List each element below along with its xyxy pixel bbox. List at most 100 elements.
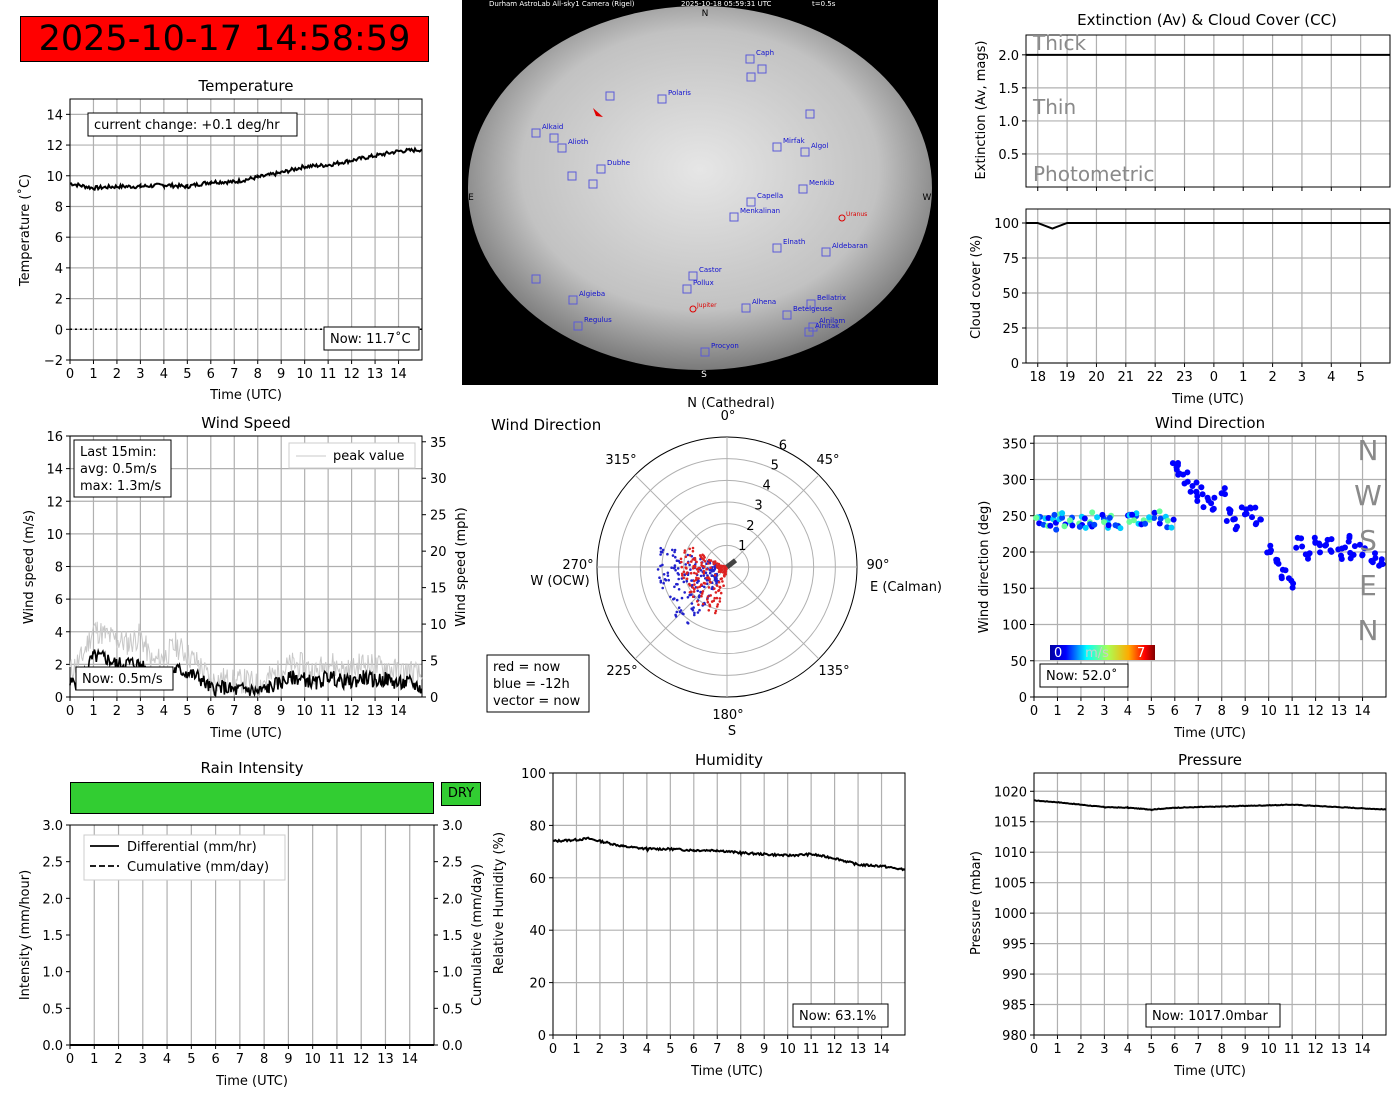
polar-point [707, 586, 711, 589]
sky-star-marker [605, 91, 615, 101]
sky-image [468, 6, 932, 370]
wspd-xtick-label: 2 [113, 704, 121, 719]
wspd-ylabel-right: Wind speed (mph) [454, 507, 469, 627]
sky-star-marker [549, 133, 559, 143]
hum-xtick-label: 10 [779, 1042, 796, 1057]
polar-point [693, 579, 696, 583]
wdir-xtick-label: 9 [1241, 704, 1249, 719]
sky-star-label: Bellatrix [817, 294, 846, 302]
polar-point [706, 598, 709, 601]
polar-point [666, 571, 670, 575]
wspd-xtick-label: 13 [367, 704, 384, 719]
polar-point [672, 597, 675, 601]
polar-point [684, 555, 688, 559]
polar-point [685, 572, 688, 575]
hum-xtick-label: 6 [690, 1042, 698, 1057]
polar-spoke [726, 566, 820, 660]
sky-star-marker [700, 347, 710, 357]
cloud-xtick-label: 23 [1176, 370, 1193, 385]
polar-point [693, 611, 696, 615]
cloud-xtick-label: 1 [1239, 370, 1247, 385]
polar-angle-label: 270° [562, 558, 593, 573]
rain-xtick-label: 0 [66, 1052, 74, 1067]
polar-point [707, 562, 710, 565]
cloud-xtick-label: 3 [1298, 370, 1306, 385]
rain-xtick-label: 1 [90, 1052, 98, 1067]
clock-banner: 2025-10-17 14:58:59 [20, 16, 429, 62]
sky-star-marker [745, 54, 755, 64]
wspd-xtick-label: 11 [320, 704, 337, 719]
wdir-point [1327, 547, 1334, 554]
rain-xtick-label: 5 [187, 1052, 195, 1067]
rain-ytick-label: 2.5 [42, 856, 63, 871]
polar-angle-label: 315° [605, 453, 636, 468]
rain-xtick-label: 11 [329, 1052, 346, 1067]
polar-point [720, 577, 724, 580]
temp-xtick-label: 6 [207, 367, 215, 382]
wdir-point [1378, 556, 1385, 563]
wdir-point [1194, 498, 1201, 504]
wdir-point [1278, 573, 1285, 580]
rain-ytick-right-label: 3.0 [442, 819, 463, 834]
polar-point [717, 589, 720, 593]
sky-star-label: Menkalinan [740, 207, 780, 215]
polar-point [699, 574, 703, 578]
temp-xtick-label: 2 [113, 367, 121, 382]
wdir-point [1302, 551, 1309, 558]
wspd-xtick-label: 6 [207, 704, 215, 719]
hum-ytick-label: 60 [529, 872, 546, 887]
sky-star-label: Alioth [568, 138, 588, 146]
wspd-xtick-label: 12 [343, 704, 360, 719]
cloud-ytick-label: 50 [1002, 287, 1019, 302]
wdir-point [1273, 559, 1280, 565]
pres-ylabel: Pressure (mbar) [969, 851, 984, 955]
polar-point [722, 584, 725, 587]
hum-xtick-label: 14 [873, 1042, 890, 1057]
polar-point [683, 591, 686, 594]
polar-point [716, 603, 720, 606]
wdir-compass-label: N [1358, 614, 1379, 647]
polar-point [708, 603, 711, 606]
wdir-point [1221, 485, 1228, 492]
polar-point [701, 590, 705, 593]
polar-point [662, 573, 666, 576]
pres-xtick-label: 4 [1124, 1042, 1132, 1057]
polar-ring-label: 2 [746, 519, 754, 534]
polar-point [675, 610, 679, 614]
wdir-point [1243, 510, 1250, 517]
wdir-point [1359, 552, 1366, 559]
pres-ytick-label: 1010 [994, 846, 1027, 861]
wdir-point [1173, 464, 1180, 471]
wspd-speed-line [69, 648, 423, 697]
polar-point [693, 571, 696, 575]
polar-point [710, 569, 714, 573]
cloud-xtick-label: 20 [1088, 370, 1105, 385]
temp-ytick-label: 6 [55, 231, 63, 246]
wdir-point [1099, 511, 1106, 518]
rain-status-bar [70, 782, 434, 814]
wdir-point [1175, 471, 1182, 478]
pres-title: Pressure [1178, 751, 1242, 769]
wdir-colorbar-unit: m/s [1085, 646, 1109, 661]
polar-point [671, 554, 675, 557]
sky-header-title: Durham AstroLab All-sky1 Camera (Rigel) [489, 0, 635, 8]
polar-point [713, 568, 716, 571]
polar-point [678, 610, 682, 614]
cloud-xtick-label: 2 [1268, 370, 1276, 385]
wdir-point [1047, 522, 1054, 529]
polar-point [691, 595, 695, 598]
ext-ytick-label: 0.5 [998, 148, 1019, 163]
polar-point [697, 567, 700, 570]
polar-point [666, 552, 669, 556]
wdir-point [1081, 515, 1088, 522]
pres-ytick-label: 1000 [994, 907, 1027, 922]
rain-title: Rain Intensity [200, 759, 303, 777]
polar-point [694, 578, 698, 582]
cloud-xtick-label: 0 [1210, 370, 1218, 385]
wspd-ytick-label: 0 [55, 691, 63, 706]
wspd-ytick-label: 8 [55, 561, 63, 576]
polar-point [674, 568, 677, 572]
wdir-ytick-label: 150 [1002, 582, 1027, 597]
temp-xlabel: Time (UTC) [209, 388, 282, 403]
wdir-xtick-label: 7 [1194, 704, 1202, 719]
